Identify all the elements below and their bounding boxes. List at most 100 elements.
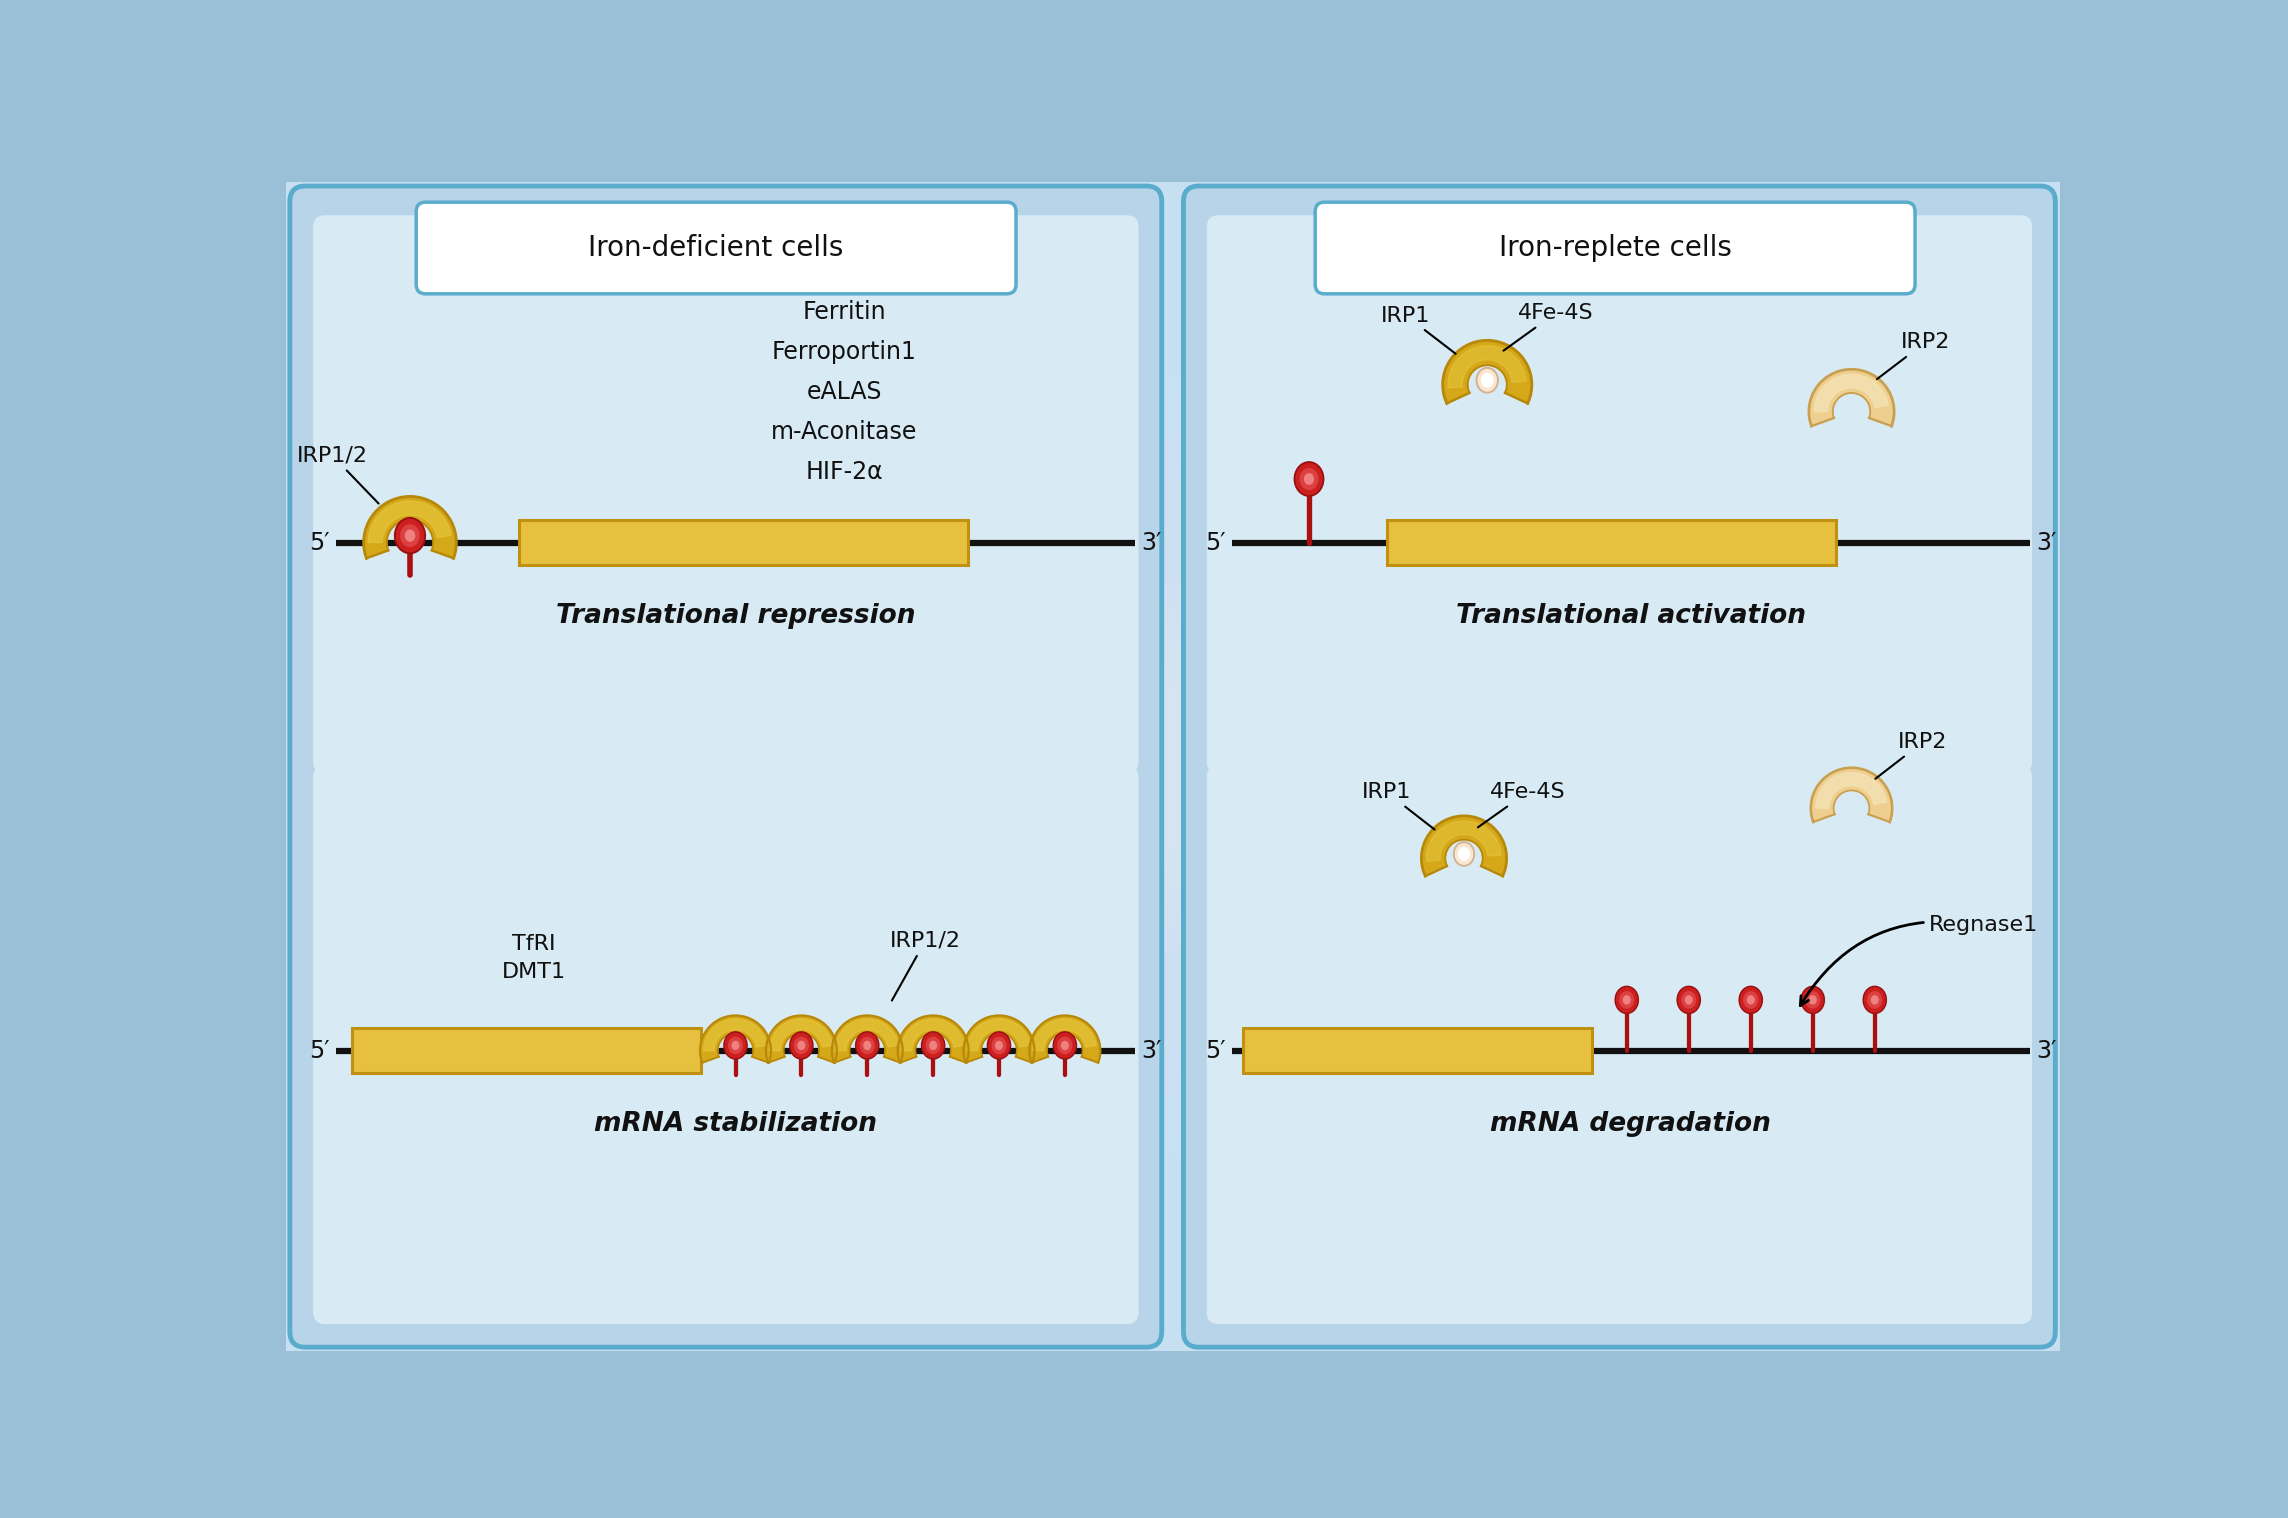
Text: mRNA stabilization: mRNA stabilization [595,1111,876,1137]
Text: mRNA degradation: mRNA degradation [1489,1111,1771,1137]
Text: Translational activation: Translational activation [1455,603,1805,628]
Ellipse shape [1622,996,1631,1005]
Text: Ferroportin1: Ferroportin1 [771,340,917,363]
Text: m-Aconitase: m-Aconitase [771,419,917,443]
Ellipse shape [1677,987,1700,1014]
Text: Ferritin: Ferritin [803,299,885,323]
Ellipse shape [1872,996,1878,1005]
Ellipse shape [794,1037,810,1053]
Polygon shape [1810,369,1894,427]
Polygon shape [1814,375,1888,411]
Bar [1242,1028,1592,1073]
Ellipse shape [1739,987,1762,1014]
Text: Iron-replete cells: Iron-replete cells [1499,234,1732,263]
Ellipse shape [860,1037,874,1053]
Ellipse shape [400,524,421,546]
Text: Iron-deficient cells: Iron-deficient cells [588,234,844,263]
Polygon shape [1032,1019,1096,1050]
Polygon shape [833,1016,904,1063]
Ellipse shape [1480,373,1494,387]
Polygon shape [1421,815,1506,876]
Ellipse shape [1746,996,1755,1005]
Ellipse shape [732,1041,739,1050]
Ellipse shape [405,530,416,542]
Ellipse shape [796,1041,805,1050]
FancyBboxPatch shape [1206,765,2032,1324]
Text: 3′: 3′ [2036,530,2057,554]
Polygon shape [700,1016,771,1063]
Text: 5′: 5′ [1206,530,1226,554]
Polygon shape [702,1019,766,1050]
Ellipse shape [856,1032,879,1060]
Polygon shape [968,1019,1030,1050]
Polygon shape [1448,346,1526,389]
FancyBboxPatch shape [313,216,1139,774]
Polygon shape [963,1016,1034,1063]
Bar [352,1028,700,1073]
Text: eALAS: eALAS [805,380,881,404]
Ellipse shape [929,1041,938,1050]
Text: HIF-2α: HIF-2α [805,460,883,484]
Polygon shape [364,496,455,559]
FancyBboxPatch shape [416,202,1016,294]
Ellipse shape [1052,1032,1075,1060]
Ellipse shape [1476,367,1499,393]
Ellipse shape [1300,468,1318,490]
Text: 4Fe-4S: 4Fe-4S [1503,304,1592,351]
Ellipse shape [1801,987,1824,1014]
FancyBboxPatch shape [1316,202,1915,294]
Text: 3′: 3′ [1142,530,1162,554]
Text: Translational repression: Translational repression [556,603,915,628]
Polygon shape [1425,821,1501,862]
Ellipse shape [1620,991,1634,1008]
Text: 4Fe-4S: 4Fe-4S [1478,782,1565,827]
Text: 3′: 3′ [2036,1038,2057,1063]
Ellipse shape [1457,847,1471,861]
Text: IRP2: IRP2 [1876,732,1947,779]
Ellipse shape [396,518,426,554]
Text: IRP1: IRP1 [1361,782,1435,829]
Polygon shape [1817,773,1888,808]
Ellipse shape [927,1037,940,1053]
Text: TfRI
DMT1: TfRI DMT1 [501,934,565,982]
Bar [519,521,968,565]
Polygon shape [368,501,451,542]
Ellipse shape [1057,1037,1073,1053]
Ellipse shape [1743,991,1757,1008]
Polygon shape [1030,1016,1101,1063]
Polygon shape [769,1019,833,1050]
Ellipse shape [1805,991,1821,1008]
Text: 5′: 5′ [1206,1038,1226,1063]
Ellipse shape [1453,842,1473,865]
Text: IRP1: IRP1 [1382,305,1455,354]
Ellipse shape [991,1037,1007,1053]
Text: IRP2: IRP2 [1876,332,1949,380]
Ellipse shape [728,1037,744,1053]
Polygon shape [835,1019,899,1050]
Polygon shape [901,1019,966,1050]
Ellipse shape [995,1041,1002,1050]
Text: 3′: 3′ [1142,1038,1162,1063]
Ellipse shape [1684,996,1693,1005]
FancyBboxPatch shape [313,765,1139,1324]
Ellipse shape [1304,474,1313,484]
Ellipse shape [1615,987,1638,1014]
Ellipse shape [1867,991,1883,1008]
FancyBboxPatch shape [1206,216,2032,774]
Polygon shape [1444,340,1531,404]
Ellipse shape [1295,461,1322,496]
Ellipse shape [922,1032,945,1060]
Ellipse shape [988,1032,1011,1060]
FancyBboxPatch shape [291,187,1162,1346]
Text: Regnase1: Regnase1 [1801,915,2039,1005]
Ellipse shape [789,1032,812,1060]
Polygon shape [766,1016,837,1063]
Ellipse shape [1682,991,1695,1008]
Text: IRP1/2: IRP1/2 [890,931,961,1000]
Ellipse shape [1862,987,1885,1014]
Polygon shape [897,1016,968,1063]
FancyBboxPatch shape [1183,187,2055,1346]
Polygon shape [1810,768,1892,821]
Ellipse shape [723,1032,748,1060]
Text: 5′: 5′ [309,1038,329,1063]
